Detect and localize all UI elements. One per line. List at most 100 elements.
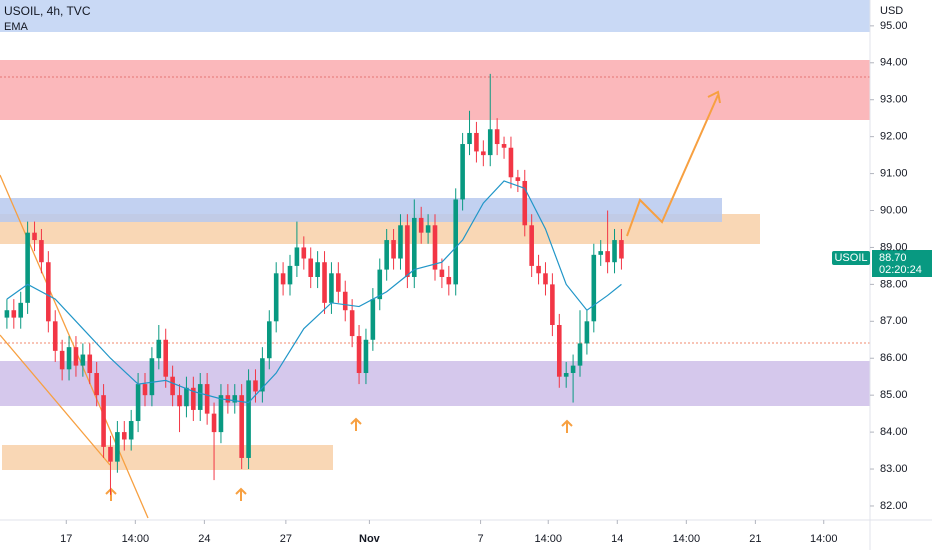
last-price-label: 88.70 [879, 252, 907, 264]
candle-body [460, 144, 465, 200]
candle-body [577, 343, 583, 366]
candle-body [543, 273, 548, 285]
up-arrow [105, 487, 117, 501]
candle-body [225, 395, 231, 403]
candle-body [101, 395, 106, 447]
candle-body [108, 446, 113, 462]
candle-body [253, 380, 258, 392]
candle-body [439, 269, 445, 277]
plot [4, 25, 874, 524]
channel-line [0, 174, 149, 519]
candle-body [487, 129, 493, 156]
candle-body [73, 347, 79, 366]
candle-body [556, 325, 562, 377]
candle-body [287, 265, 293, 285]
candle-body [66, 347, 72, 370]
countdown-label: 02:20:24 [879, 264, 922, 276]
candle-body [356, 336, 362, 374]
candle-body [239, 395, 244, 458]
indicator-label: EMA [4, 21, 29, 33]
candle-body [301, 247, 307, 259]
candle-body [115, 432, 120, 462]
x-tick-label: 21 [749, 533, 761, 545]
candle-body [204, 384, 210, 414]
candle-body [446, 276, 452, 285]
channel-line [0, 334, 111, 466]
signal-arrows [105, 417, 573, 501]
candle-body [121, 432, 127, 440]
x-tick-label: 14 [611, 533, 623, 545]
candle-body [128, 421, 134, 440]
candle-body [398, 225, 403, 259]
low-zone [2, 445, 333, 470]
candle-body [529, 225, 534, 266]
up-arrow [350, 417, 362, 431]
symbol-tag [832, 251, 870, 265]
candle-body [467, 132, 472, 145]
candle-body [563, 373, 569, 377]
y-tick-label: 90.00 [880, 204, 908, 216]
x-tick-label: Nov [359, 533, 381, 545]
candle-body [405, 225, 410, 277]
candle-body [11, 310, 17, 318]
candle-body [370, 299, 376, 340]
candle-body [481, 151, 486, 156]
candle-body [149, 358, 155, 396]
y-tick-label: 88.00 [880, 278, 908, 290]
candle-body [273, 273, 279, 322]
candle-body [315, 262, 320, 277]
axis-unit: USD [880, 5, 903, 17]
candle-body [619, 240, 624, 259]
y-tick-label: 89.00 [880, 241, 908, 253]
y-tick-label: 91.00 [880, 167, 908, 179]
projection-arrowhead [707, 90, 721, 104]
support-zone [0, 361, 870, 406]
candle-body [39, 240, 44, 263]
candle-body [391, 240, 396, 259]
candle-body [474, 132, 479, 152]
candle-body [246, 380, 251, 458]
candle-body [522, 180, 528, 226]
candle-body [336, 273, 341, 292]
candle-body [432, 225, 438, 270]
candle-body [211, 413, 217, 433]
candle-body [377, 269, 383, 300]
candle-body [197, 384, 203, 410]
resistance-zone [0, 60, 870, 120]
x-tick-label: 14:00 [673, 533, 701, 545]
candle-body [266, 321, 272, 359]
candle-body [32, 232, 37, 241]
candle-body [342, 291, 348, 311]
ema-line [6, 180, 622, 404]
candle-body [425, 225, 431, 233]
candle-body [536, 265, 541, 274]
candle-body [94, 373, 99, 396]
x-tick-label: 14:00 [534, 533, 562, 545]
supply-band [0, 0, 870, 32]
last-price-tag [872, 250, 932, 277]
candle-body [584, 321, 590, 344]
candle-body [280, 273, 286, 285]
candle-body [260, 358, 265, 392]
candle-body [363, 339, 369, 374]
x-tick-label: 27 [280, 533, 292, 545]
candle-body [349, 310, 355, 337]
candle-body [170, 376, 175, 396]
y-tick-label: 85.00 [880, 389, 908, 401]
candle-body [184, 387, 189, 407]
y-tick-label: 93.00 [880, 94, 908, 106]
candle-body [515, 177, 521, 181]
candle-body [18, 302, 24, 318]
candle-body [191, 387, 196, 410]
candle-body [156, 339, 162, 359]
y-tick-label: 83.00 [880, 463, 908, 475]
blue-zone [0, 198, 722, 222]
symbol-tag-label: USOIL [834, 252, 867, 264]
candle-body [4, 310, 10, 318]
candle-body [612, 240, 617, 263]
projection-path [626, 94, 719, 237]
x-tick-label: 24 [198, 533, 210, 545]
candle-body [59, 350, 65, 370]
candle-body [294, 247, 300, 266]
candle-body [329, 273, 334, 303]
